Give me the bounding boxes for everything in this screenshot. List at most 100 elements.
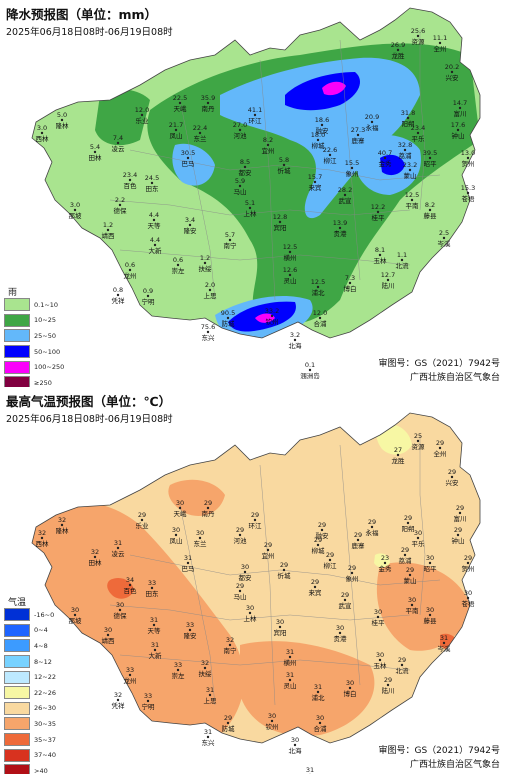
station-dot (152, 218, 156, 222)
station-marker: 18.0 柳城 (311, 131, 325, 150)
station-dot (428, 156, 432, 160)
station-name: 博白 (344, 689, 357, 698)
legend-title: 雨 (8, 288, 18, 298)
station-marker: 33 宁明 (142, 692, 156, 711)
station-name: 钟山 (452, 536, 465, 545)
station-name: 涠洲岛 (300, 371, 320, 380)
station-dot (288, 655, 292, 659)
station-name: 东兴 (202, 333, 216, 342)
station-name: 永福 (366, 123, 380, 132)
station-marker: 29 鹿寨 (352, 531, 366, 550)
station-marker: 2.5 岑溪 (438, 229, 452, 248)
agency-name: 广西壮族自治区气象台 (409, 373, 500, 383)
station-name: 靖西 (102, 636, 116, 645)
station-marker: 31 上思 (204, 686, 218, 705)
station-value: 5.7 (225, 231, 235, 239)
station-marker: 29 环江 (249, 511, 263, 530)
station-dot (203, 666, 207, 670)
station-dot (106, 633, 110, 637)
page-title: 降水预报图（单位：mm） (6, 7, 158, 22)
station-dot (320, 528, 324, 532)
station-dot (428, 208, 432, 212)
station-name: 崇左 (172, 671, 186, 680)
station-value: 29 (138, 511, 146, 519)
legend-swatch (4, 655, 30, 669)
station-dot (428, 613, 432, 617)
station-value: 3.0 (70, 201, 80, 209)
station-name: 凤山 (170, 131, 183, 140)
station-dot (466, 191, 470, 195)
station-dot (253, 518, 257, 522)
station-dot (458, 106, 462, 110)
station-name: 南宁 (224, 646, 238, 655)
station-value: 31 (286, 648, 294, 656)
station-name: 钦州 (266, 722, 279, 731)
legend-label: 30~35 (34, 719, 56, 728)
station-value: 32 (201, 659, 209, 667)
station-dot (40, 536, 44, 540)
station-dot (186, 561, 190, 565)
station-value: 29 (341, 591, 349, 599)
station-value: 15.5 (345, 159, 359, 167)
legend-label: 8~12 (34, 657, 52, 666)
station-value: 0.6 (173, 256, 183, 264)
station-name: 德保 (114, 206, 128, 215)
station-dot (60, 118, 64, 122)
station-name: 贺州 (462, 564, 475, 573)
station-dot (140, 113, 144, 117)
station-name: 凤山 (170, 536, 183, 545)
station-dot (150, 181, 154, 185)
station-dot (442, 236, 446, 240)
station-name: 贵港 (334, 229, 348, 238)
station-value: 0.6 (125, 261, 135, 269)
rain-band-50-100-east (380, 154, 405, 176)
station-marker: 29 马山 (234, 582, 247, 601)
station-name: 融安 (316, 531, 330, 540)
station-value: 30 (104, 626, 112, 634)
station-value: 33 (144, 692, 152, 700)
station-value: 30 (196, 529, 204, 537)
station-name: 柳城 (312, 546, 326, 555)
station-dot (208, 288, 212, 292)
station-value: 14.7 (453, 99, 467, 107)
station-value: 23 (381, 554, 389, 562)
station-value: 29 (454, 526, 462, 534)
station-marker: 30 凤山 (170, 526, 183, 545)
station-dot (370, 120, 374, 124)
county-boundary-line (339, 39, 361, 281)
station-dot (118, 203, 122, 207)
station-value: 0.9 (143, 287, 153, 295)
legend-label: -16~0 (34, 610, 55, 619)
station-marker: 3.4 隆安 (184, 216, 198, 235)
station-name: 富川 (454, 514, 467, 523)
station-name: 东兴 (202, 738, 216, 747)
station-name: 鹿寨 (352, 136, 366, 145)
station-dot (288, 273, 292, 277)
station-value: 39.5 (423, 149, 437, 157)
station-name: 武宣 (339, 196, 353, 205)
station-dot (203, 261, 207, 265)
station-dot (316, 138, 320, 142)
legend-item: 50~100 (4, 344, 64, 360)
station-marker: 31 岑溪 (438, 634, 452, 653)
station-value: 12.7 (381, 271, 395, 279)
station-name: 上思 (204, 696, 218, 705)
county-boundary-line (119, 654, 411, 671)
station-dot (378, 658, 382, 662)
station-marker: 29 富川 (454, 504, 467, 523)
station-name: 合浦 (314, 319, 328, 328)
station-dot (188, 223, 192, 227)
county-boundary-line (179, 504, 216, 706)
station-value: 2.0 (205, 281, 215, 289)
station-dot (288, 678, 292, 682)
station-value: 22.4 (193, 124, 207, 132)
station-value: 3.4 (185, 216, 195, 224)
county-boundary-line (129, 149, 441, 181)
station-name: 环江 (249, 522, 263, 530)
station-value: 29 (236, 582, 244, 590)
station-name: 资源 (412, 37, 426, 46)
station-name: 玉林 (374, 256, 388, 265)
station-value: 18.0 (311, 131, 325, 139)
station-dot (450, 70, 454, 74)
rain-band-10-25-west (95, 89, 150, 146)
